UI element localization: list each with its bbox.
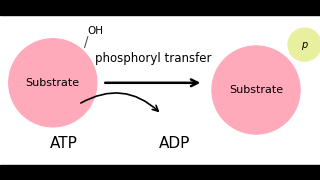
Ellipse shape xyxy=(212,46,300,134)
Text: ADP: ADP xyxy=(159,136,190,152)
Text: OH: OH xyxy=(88,26,104,36)
Ellipse shape xyxy=(288,28,320,61)
Ellipse shape xyxy=(9,39,97,127)
Text: Substrate: Substrate xyxy=(26,78,80,88)
Bar xyxy=(0,0,320,15)
Text: ATP: ATP xyxy=(50,136,78,152)
Text: Substrate: Substrate xyxy=(229,85,283,95)
Text: phosphoryl transfer: phosphoryl transfer xyxy=(94,52,211,65)
Text: p: p xyxy=(301,40,308,50)
Bar xyxy=(0,165,320,180)
